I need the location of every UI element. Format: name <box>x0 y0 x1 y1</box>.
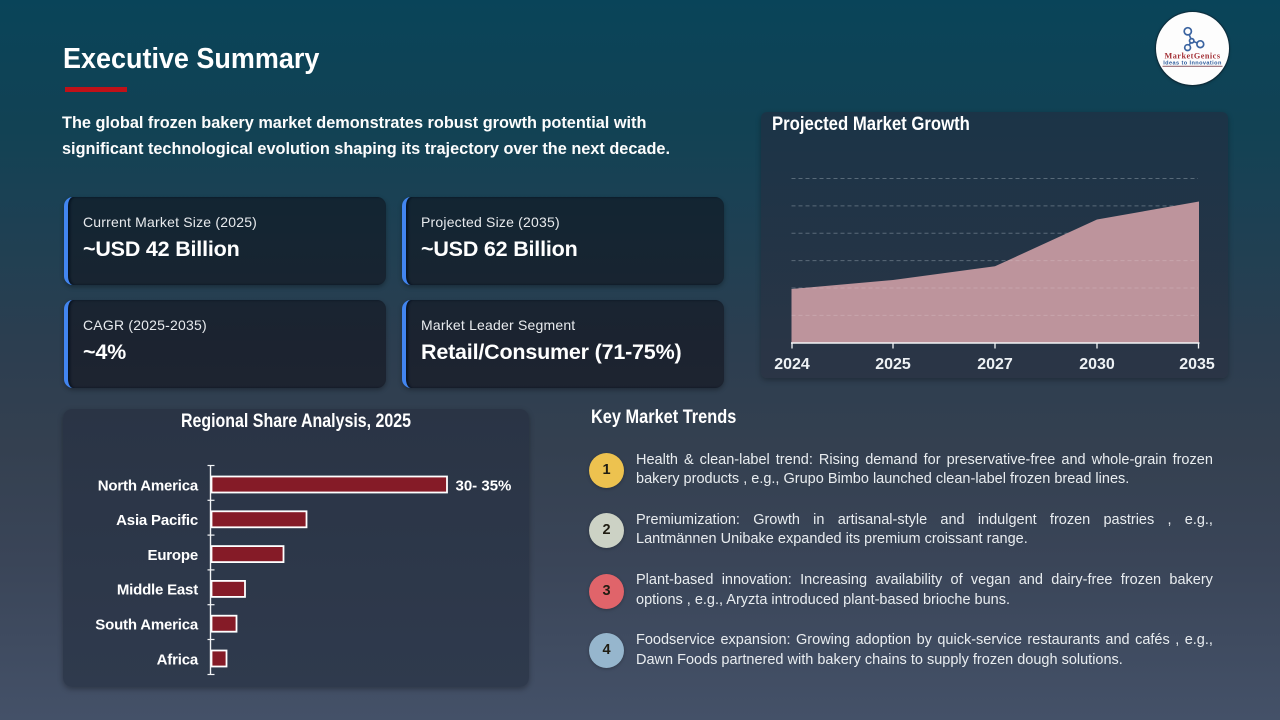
svg-text:Ideas to Innovation: Ideas to Innovation <box>1163 61 1222 67</box>
svg-text:MarketGenics: MarketGenics <box>1164 51 1220 60</box>
svg-text:2025: 2025 <box>875 356 911 373</box>
svg-text:2024: 2024 <box>774 356 810 373</box>
svg-text:Asia Pacific: Asia Pacific <box>116 512 198 529</box>
svg-text:North America: North America <box>98 477 199 494</box>
svg-text:Middle East: Middle East <box>117 582 198 599</box>
svg-text:South America: South America <box>95 617 199 634</box>
svg-text:2030: 2030 <box>1079 356 1115 373</box>
svg-text:2035: 2035 <box>1179 356 1215 373</box>
svg-text:Europe: Europe <box>148 547 198 564</box>
svg-text:Africa: Africa <box>157 651 199 668</box>
svg-text:30- 35%: 30- 35% <box>456 477 512 494</box>
svg-text:2027: 2027 <box>977 356 1013 373</box>
